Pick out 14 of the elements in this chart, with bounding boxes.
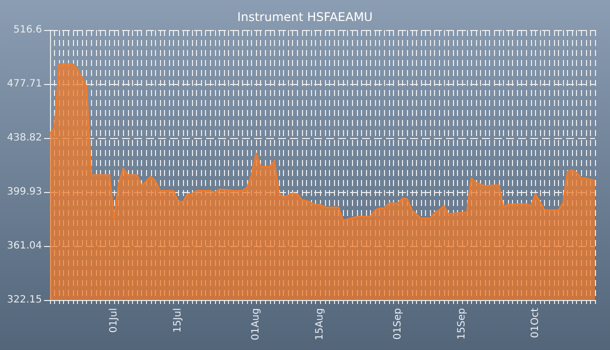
y-tick-label: 516.6 bbox=[13, 24, 42, 36]
x-tick-label: 15Aug bbox=[314, 308, 326, 340]
y-tick-label: 477.71 bbox=[7, 78, 42, 90]
x-tick-label: 15Sep bbox=[456, 308, 468, 340]
x-tick-label: 15Jul bbox=[172, 308, 184, 333]
y-tick-label: 438.82 bbox=[7, 132, 42, 144]
x-tick-label: 01Jul bbox=[108, 308, 120, 333]
x-tick-label: 01Aug bbox=[250, 308, 262, 340]
y-tick-label: 322.15 bbox=[7, 294, 42, 306]
chart-title: Instrument HSFAEAMU bbox=[237, 10, 373, 24]
y-tick-label: 399.93 bbox=[7, 186, 42, 198]
y-tick-label: 361.04 bbox=[7, 240, 42, 252]
x-tick-label: 01Oct bbox=[530, 308, 541, 338]
x-tick-label: 01Sep bbox=[392, 308, 404, 340]
